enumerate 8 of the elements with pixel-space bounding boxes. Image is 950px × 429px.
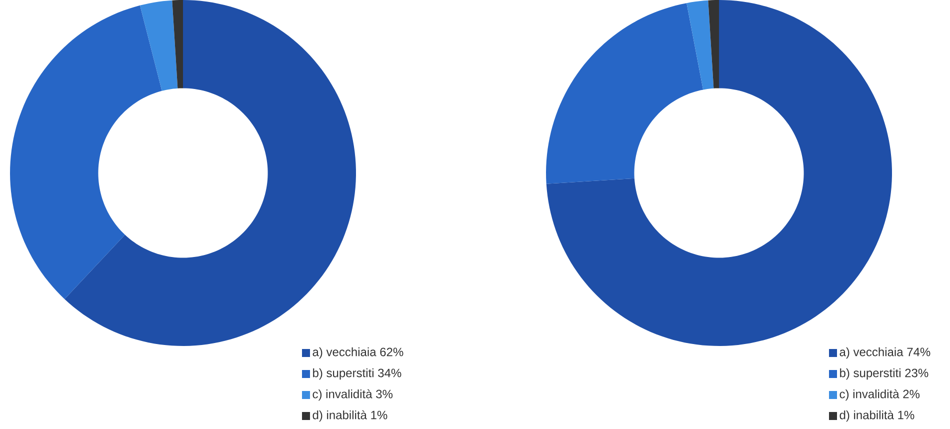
legend-label: b) superstiti 34%: [313, 368, 402, 380]
legend-label: a) vecchiaia 74%: [840, 347, 930, 359]
legend-label: a) vecchiaia 62%: [312, 347, 404, 359]
legend-label: d) inabilità 1%: [840, 410, 914, 422]
legend-label: c) invalidità 2%: [840, 389, 920, 401]
legend-label: c) invalidità 3%: [312, 389, 393, 401]
legend-label: d) inabilità 1%: [312, 410, 388, 422]
legend-label: b) superstiti 23%: [840, 368, 928, 380]
